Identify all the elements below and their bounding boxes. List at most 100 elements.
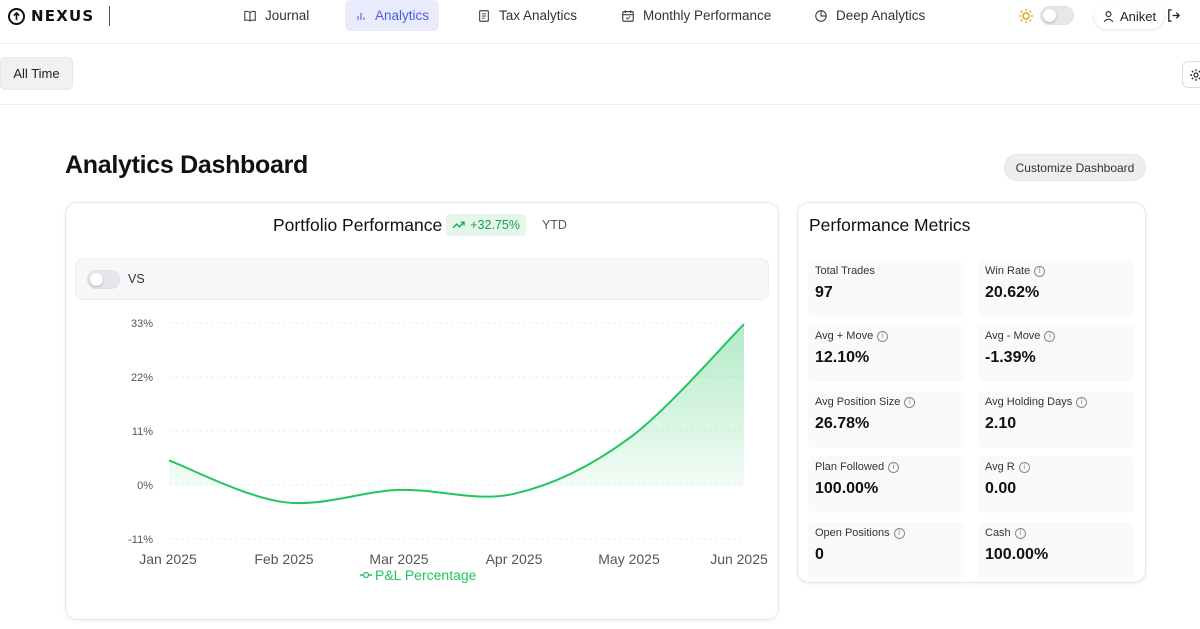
- metric-value: 0.00: [985, 480, 1017, 497]
- x-axis-tick-label: Mar 2025: [369, 551, 428, 567]
- metric-value: 20.62%: [985, 284, 1040, 301]
- chart-area-fill: [169, 324, 744, 485]
- trending-up-icon: [452, 221, 465, 229]
- performance-metrics-card: Performance Metrics Total Trades 97 Win Ra…: [797, 202, 1146, 583]
- nav-tax-analytics-label: Tax Analytics: [499, 8, 578, 23]
- metric-tile: Avg Position Size i 26.78%: [808, 391, 964, 448]
- metric-label-row: Win Rate i: [985, 265, 1046, 277]
- x-axis-tick-label: May 2025: [598, 551, 660, 567]
- metric-value: 2.10: [985, 415, 1017, 432]
- theme-switcher: [1018, 6, 1074, 25]
- info-icon[interactable]: i: [1044, 330, 1056, 342]
- metric-tile: Win Rate i 20.62%: [978, 260, 1134, 317]
- gear-icon: [1190, 68, 1200, 81]
- metric-label-row: Avg Position Size i: [815, 396, 916, 408]
- brand-name: NEXUS: [31, 7, 95, 25]
- metric-label-row: Cash i: [985, 527, 1026, 539]
- metric-label-row: Avg + Move i: [815, 330, 889, 342]
- nav-analytics[interactable]: Analytics: [345, 0, 439, 31]
- theme-toggle[interactable]: [1040, 6, 1074, 25]
- metric-label-row: Open Positions i: [815, 527, 905, 539]
- nav-tax-analytics[interactable]: Tax Analytics: [467, 0, 587, 31]
- legend-series-label: P&L Percentage: [375, 567, 477, 583]
- customize-dashboard-button[interactable]: Customize Dashboard: [1004, 154, 1146, 181]
- metric-label: Total Trades: [815, 265, 875, 277]
- metric-label: Avg + Move: [815, 330, 874, 342]
- metric-label-row: Plan Followed i: [815, 461, 900, 473]
- metric-tile: Avg + Move i 12.10%: [808, 325, 964, 382]
- brand[interactable]: NEXUS: [8, 6, 111, 26]
- receipt-icon: [479, 9, 489, 22]
- metric-value: 12.10%: [815, 349, 870, 366]
- x-axis-tick-label: Jun 2025: [710, 551, 768, 567]
- metric-label-row: Avg - Move i: [985, 330, 1056, 342]
- info-icon[interactable]: i: [877, 330, 889, 342]
- page-title: Analytics Dashboard: [65, 151, 308, 179]
- chart-legend[interactable]: P&L Percentage: [360, 567, 477, 583]
- portfolio-header: Portfolio Performance +32.75% YTD: [273, 214, 567, 236]
- info-icon[interactable]: i: [1014, 527, 1026, 539]
- metric-value: 100.00%: [815, 480, 879, 497]
- time-range-filter[interactable]: All Time: [0, 57, 73, 90]
- info-icon[interactable]: i: [1018, 461, 1030, 473]
- portfolio-period[interactable]: YTD: [541, 218, 567, 232]
- user-menu-button[interactable]: Aniket: [1094, 3, 1165, 29]
- info-icon[interactable]: i: [1076, 396, 1088, 408]
- y-axis-tick-label: -11%: [128, 534, 153, 546]
- metric-label-row: Total Trades: [815, 265, 875, 277]
- portfolio-change-badge: +32.75%: [446, 214, 526, 236]
- nav-analytics-label: Analytics: [374, 8, 429, 23]
- bar-chart-icon: [357, 12, 365, 20]
- compare-toggle[interactable]: [87, 269, 120, 289]
- pie-chart-icon: [815, 9, 827, 22]
- metrics-title: Performance Metrics: [809, 215, 971, 235]
- metric-tile: Avg - Move i -1.39%: [978, 325, 1134, 382]
- info-icon[interactable]: i: [904, 396, 916, 408]
- x-axis-tick-label: Jan 2025: [139, 551, 197, 567]
- x-axis-tick-label: Feb 2025: [254, 551, 313, 567]
- y-axis-tick-label: 11%: [132, 426, 153, 438]
- metric-value: -1.39%: [985, 349, 1036, 366]
- portfolio-performance-card: Portfolio Performance +32.75% YTD VS 33%…: [65, 202, 779, 620]
- book-icon: [244, 10, 256, 21]
- metric-tile: Avg Holding Days i 2.10: [978, 391, 1134, 448]
- compare-bar: VS: [75, 258, 769, 300]
- nav-deep-analytics[interactable]: Deep Analytics: [804, 0, 935, 31]
- calendar-icon: [622, 9, 634, 22]
- chart-series-line: [168, 323, 745, 505]
- metric-label: Avg R: [985, 461, 1015, 473]
- logout-button[interactable]: [1166, 8, 1181, 28]
- compare-label: VS: [128, 272, 145, 286]
- portfolio-change: +32.75%: [470, 218, 520, 232]
- metric-tile: Plan Followed i 100.00%: [808, 456, 964, 513]
- nav-monthly-performance[interactable]: Monthly Performance: [611, 0, 781, 31]
- portfolio-chart: 33% 22% 11% 0% -11% Jan 2025 Feb 2025 Mar 2025…: [128, 318, 768, 583]
- metric-tile: Open Positions i 0: [808, 522, 964, 579]
- y-axis-tick-label: 22%: [131, 372, 153, 384]
- logout-icon: [1168, 9, 1181, 22]
- legend-marker-icon: [362, 571, 370, 579]
- nav-journal-label: Journal: [265, 8, 310, 23]
- metric-label: Open Positions: [815, 527, 890, 539]
- x-axis-tick-label: Apr 2025: [486, 551, 543, 567]
- metric-tile: Cash i 100.00%: [978, 522, 1134, 579]
- info-icon[interactable]: i: [888, 461, 900, 473]
- sun-icon: [1019, 8, 1033, 23]
- nav-deep-analytics-label: Deep Analytics: [836, 8, 926, 23]
- metric-label: Plan Followed: [815, 461, 885, 473]
- metric-value: 97: [815, 284, 833, 301]
- nexus-logo-icon: [8, 7, 25, 25]
- theme-toggle-knob: [1043, 9, 1056, 22]
- nav-journal[interactable]: Journal: [233, 0, 319, 31]
- info-icon[interactable]: i: [893, 527, 905, 539]
- metric-value: 100.00%: [985, 546, 1049, 563]
- user-name: Aniket: [1120, 8, 1157, 24]
- settings-button[interactable]: [1182, 61, 1200, 88]
- info-icon[interactable]: i: [1034, 265, 1046, 277]
- top-navbar: NEXUS Journal Analytics Tax Analytics Mo…: [0, 0, 1200, 44]
- y-axis-tick-label: 33%: [131, 318, 153, 330]
- metric-label: Avg Position Size: [815, 396, 901, 408]
- metric-label: Avg - Move: [985, 330, 1041, 342]
